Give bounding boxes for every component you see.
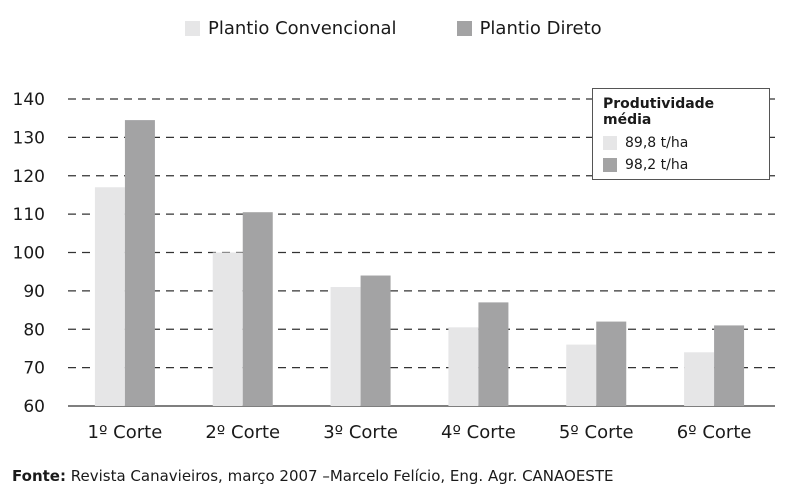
grid-lines xyxy=(68,98,775,407)
source-label: Fonte: xyxy=(12,467,66,485)
bar xyxy=(448,327,479,406)
bar xyxy=(684,352,715,406)
bars xyxy=(94,120,745,406)
average-value-conventional: 89,8 t/ha xyxy=(625,135,689,151)
bar xyxy=(714,325,745,406)
legend-item-conventional: Plantio Convencional xyxy=(185,18,397,39)
legend-label-conventional: Plantio Convencional xyxy=(208,18,397,39)
y-tick-label: 130 xyxy=(13,128,45,148)
bar xyxy=(94,187,125,406)
bar xyxy=(212,252,243,406)
legend-label-direct: Plantio Direto xyxy=(479,18,602,39)
y-tick-label: 140 xyxy=(13,90,45,110)
x-tick-label: 2º Corte xyxy=(205,422,280,443)
source-caption: Fonte: Revista Canavieiros, março 2007 –… xyxy=(12,467,613,485)
average-value-direct: 98,2 t/ha xyxy=(625,157,689,173)
bar xyxy=(360,275,391,406)
average-swatch-direct xyxy=(603,158,617,172)
y-tick-label: 90 xyxy=(23,282,45,302)
average-swatch-conventional xyxy=(603,136,617,150)
source-text: Revista Canavieiros, março 2007 –Marcelo… xyxy=(65,467,614,485)
y-axis-ticks: 60 70 80 90 100 110 120 130 140 xyxy=(13,90,45,417)
bar xyxy=(566,344,597,406)
x-tick-label: 1º Corte xyxy=(88,422,163,443)
x-tick-label: 3º Corte xyxy=(323,422,398,443)
x-tick-label: 4º Corte xyxy=(441,422,516,443)
bar xyxy=(330,287,361,406)
legend-item-direct: Plantio Direto xyxy=(456,18,602,39)
x-axis-ticks: 1º Corte 2º Corte 3º Corte 4º Corte 5º Corte… xyxy=(88,422,752,443)
bar xyxy=(478,302,509,406)
y-tick-label: 120 xyxy=(13,167,45,187)
y-tick-label: 60 xyxy=(23,397,45,417)
legend-swatch-direct xyxy=(456,21,472,36)
average-row-direct: 98,2 t/ha xyxy=(603,157,759,173)
y-tick-label: 100 xyxy=(13,244,45,264)
average-productivity-box: Produtividade média 89,8 t/ha 98,2 t/ha xyxy=(592,88,770,180)
y-tick-label: 70 xyxy=(23,359,45,379)
x-tick-label: 6º Corte xyxy=(677,422,752,443)
y-tick-label: 80 xyxy=(23,320,45,340)
average-productivity-title: Produtividade média xyxy=(603,96,715,128)
average-row-conventional: 89,8 t/ha xyxy=(603,135,759,151)
x-tick-label: 5º Corte xyxy=(559,422,634,443)
bar xyxy=(242,212,273,406)
y-tick-label: 110 xyxy=(13,205,45,225)
legend-swatch-conventional xyxy=(185,21,200,36)
bar xyxy=(124,120,155,406)
legend: Plantio Convencional Plantio Direto xyxy=(185,18,602,39)
bar xyxy=(596,321,627,406)
